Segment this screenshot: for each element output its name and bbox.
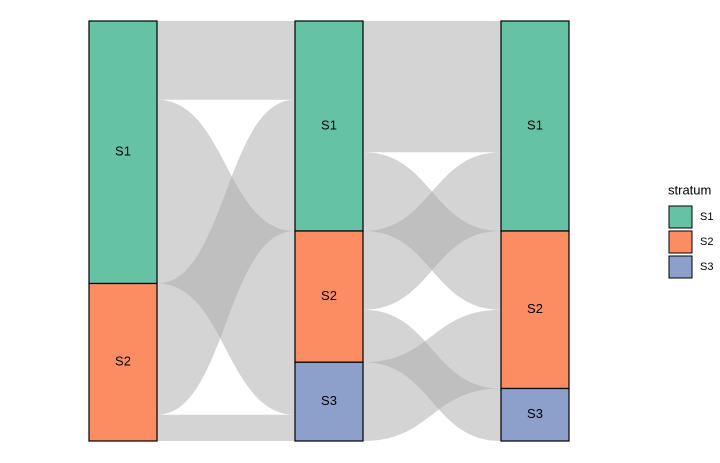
legend-key — [668, 255, 693, 279]
legend-label: S3 — [700, 261, 713, 273]
flow — [157, 414, 295, 441]
flow — [363, 21, 501, 153]
flow — [363, 309, 501, 441]
legend-label: S2 — [700, 236, 713, 248]
stratum — [294, 20, 364, 232]
stratum-label: S2 — [527, 301, 543, 316]
flow — [157, 99, 295, 415]
flow — [157, 21, 295, 100]
legend-title: stratum — [668, 182, 711, 197]
legend-label: S1 — [700, 211, 713, 223]
stratum — [500, 20, 570, 232]
flow — [363, 152, 501, 310]
stratum — [500, 230, 570, 390]
stratum — [88, 282, 158, 442]
stratum-label: S1 — [321, 117, 337, 132]
stratum-label: S1 — [115, 144, 131, 159]
stratum — [500, 387, 570, 442]
stratum — [294, 230, 364, 363]
stratum — [294, 361, 364, 442]
stratum-label: S1 — [527, 117, 543, 132]
legend-key — [668, 205, 693, 229]
stratum-label: S3 — [527, 406, 543, 421]
stratum-label: S2 — [321, 288, 337, 303]
stratum-label: S3 — [321, 393, 337, 408]
stratum-label: S2 — [115, 354, 131, 369]
legend-key — [668, 230, 693, 254]
